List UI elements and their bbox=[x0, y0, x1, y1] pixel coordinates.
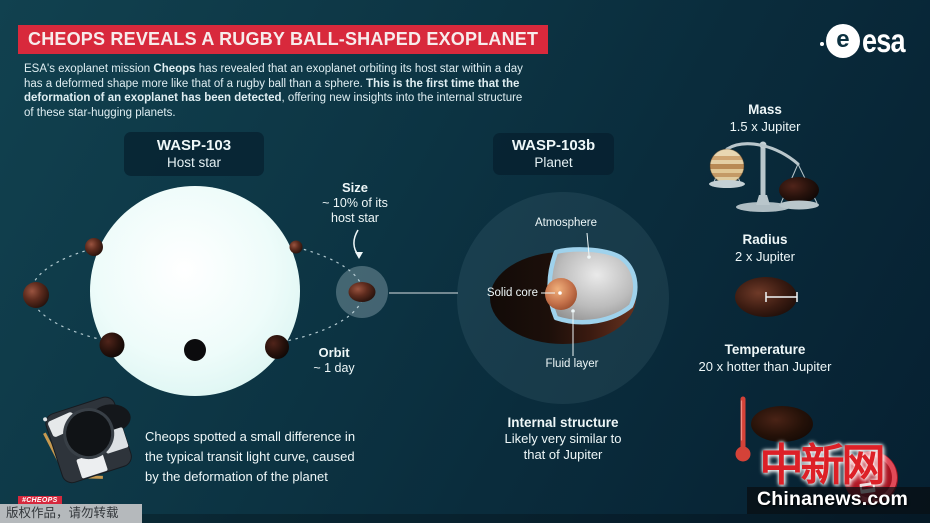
thermometer-icon bbox=[735, 396, 751, 462]
temperature-planet bbox=[751, 406, 813, 442]
hashtag-badge: #CHEOPS bbox=[18, 496, 62, 505]
mass-value: 1.5 x Jupiter bbox=[729, 119, 801, 134]
watermark-url: Chinanews.com bbox=[757, 488, 909, 510]
rugby-ball-radius-icon bbox=[735, 277, 798, 317]
esa-emblem-icon: e bbox=[819, 24, 860, 58]
jupiter-sphere bbox=[709, 148, 745, 184]
copyright-strip: 版权作品，请勿转载 bbox=[0, 504, 142, 523]
esa-logo: e esa bbox=[819, 22, 914, 60]
host-star-type: Host star bbox=[166, 155, 221, 170]
intro-seg-1: ESA's exoplanet mission bbox=[24, 63, 154, 75]
host-star-badge: WASP-103 Host star bbox=[124, 132, 264, 176]
watermark-site-name: 中新网 bbox=[759, 441, 886, 490]
cutaway-label-lines bbox=[541, 232, 591, 356]
size-value-line2: host star bbox=[331, 211, 379, 225]
solid-core-label: Solid core bbox=[486, 287, 538, 299]
radius-stat: Radius 2 x Jupiter bbox=[665, 231, 865, 265]
cheops-note-line3: by the deformation of the planet bbox=[145, 469, 328, 484]
intro-seg-5: , offering new insights into the interna… bbox=[24, 92, 523, 119]
bottom-shade bbox=[0, 514, 930, 523]
radius-value: 2 x Jupiter bbox=[735, 249, 795, 264]
size-value-line1: ~ 10% of its bbox=[322, 196, 388, 210]
planet-cutaway bbox=[490, 247, 638, 344]
cheops-note-line2: the typical transit light curve, caused bbox=[145, 449, 355, 464]
orbit-value: ~ 1 day bbox=[313, 361, 355, 375]
atmosphere-label: Atmosphere bbox=[534, 217, 597, 229]
orbit-label-block: Orbit ~ 1 day bbox=[300, 345, 368, 376]
planet-badge: WASP-103b Planet bbox=[493, 133, 614, 175]
size-label-block: Size ~ 10% of its host star bbox=[303, 180, 407, 226]
internal-structure-line2: that of Jupiter bbox=[523, 447, 603, 462]
cheops-note-line1: Cheops spotted a small difference in bbox=[145, 429, 356, 444]
esa-emblem-letter: e bbox=[836, 26, 850, 53]
temperature-value: 20 x hotter than Jupiter bbox=[698, 359, 832, 374]
esa-logo-text: esa bbox=[861, 22, 906, 59]
exoplanet-on-scale bbox=[779, 177, 819, 203]
mass-stat: Mass 1.5 x Jupiter bbox=[665, 101, 865, 135]
mass-label: Mass bbox=[748, 102, 782, 117]
planet-name: WASP-103b bbox=[511, 137, 596, 154]
esa-emblem-star-dot bbox=[819, 42, 824, 46]
intro-seg-2-bold: Cheops bbox=[153, 63, 196, 75]
cheops-satellite-icon bbox=[43, 396, 132, 484]
page-title: CHEOPS REVEALS A RUGBY BALL-SHAPED EXOPL… bbox=[18, 25, 549, 54]
internal-structure-line1: Likely very similar to bbox=[504, 431, 622, 446]
highlighted-exoplanet bbox=[348, 282, 376, 302]
internal-structure-block: Internal structure Likely very similar t… bbox=[483, 414, 643, 463]
planet-type: Planet bbox=[534, 155, 573, 170]
host-star bbox=[90, 186, 300, 396]
balance-scale-icon bbox=[709, 141, 819, 212]
transiting-planets bbox=[23, 238, 376, 361]
fluid-layer-label: Fluid layer bbox=[545, 358, 599, 370]
orbit-label: Orbit bbox=[318, 345, 350, 360]
internal-structure-title: Internal structure bbox=[507, 415, 619, 430]
cheops-note: Cheops spotted a small difference in the… bbox=[145, 427, 405, 487]
size-arrow-icon bbox=[353, 229, 363, 259]
host-star-name: WASP-103 bbox=[156, 137, 232, 154]
radius-label: Radius bbox=[742, 232, 788, 247]
intro-seg-4-bold: This is the first time that the deformat… bbox=[24, 77, 520, 105]
temperature-label: Temperature bbox=[724, 342, 806, 357]
temperature-stat: Temperature 20 x hotter than Jupiter bbox=[665, 341, 865, 375]
size-label: Size bbox=[341, 180, 368, 195]
watermark-band bbox=[747, 487, 930, 514]
intro-paragraph: ESA's exoplanet mission Cheops has revea… bbox=[24, 62, 524, 120]
intro-seg-3: has revealed that an exoplanet orbiting … bbox=[24, 63, 523, 90]
